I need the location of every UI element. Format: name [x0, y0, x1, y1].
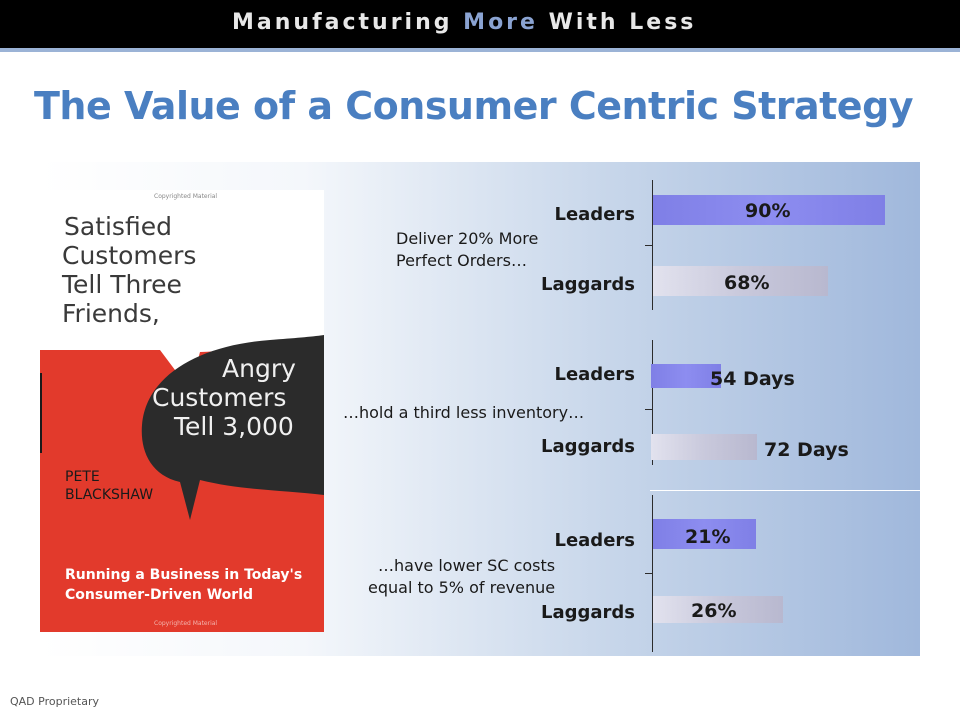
book-line-3: Tell Three — [62, 270, 182, 299]
header-accent-line — [0, 48, 960, 52]
group-2-leaders-bar — [651, 364, 721, 388]
group-3-note-line-1: …have lower SC costs — [378, 556, 556, 575]
group-1-leaders-bar — [653, 195, 885, 225]
group-1-note-line-2: Perfect Orders… — [396, 251, 527, 270]
group-3-leaders-bar — [653, 519, 756, 549]
group-1-laggards-value: 68% — [724, 272, 770, 294]
white-speech-bubble — [40, 190, 324, 390]
book-line-1: Satisfied — [64, 212, 172, 241]
group-1-laggards-label: Laggards — [540, 274, 635, 295]
book-subtitle-line-1: Running a Business in Today's — [65, 567, 303, 583]
group-2-laggards-bar — [651, 434, 757, 460]
group-1-leaders-label: Leaders — [554, 204, 635, 225]
group-1-tick — [645, 245, 652, 246]
book-line-4: Friends, — [62, 299, 160, 328]
black-speech-bubble — [141, 335, 324, 520]
group-2-leaders-value: 54 Days — [710, 368, 795, 390]
brand-title: Manufacturing More With Less — [232, 10, 697, 35]
group-1-laggards-bar — [653, 266, 828, 296]
book-author-last: BLACKSHAW — [65, 487, 154, 503]
group-3-tick — [645, 573, 652, 574]
book-line-6: Customers — [152, 383, 287, 412]
copyright-notice-top: Copyrighted Material — [154, 193, 218, 200]
footer-proprietary: QAD Proprietary — [10, 695, 100, 708]
group-2-laggards-label: Laggards — [540, 436, 635, 457]
group-3-laggards-label: Laggards — [540, 602, 635, 623]
group-3-leaders-label: Leaders — [554, 530, 635, 551]
group-divider — [650, 490, 920, 491]
group-2-axis — [652, 340, 653, 465]
book-cover-image: Copyrighted Material Satisfied Customers… — [40, 190, 324, 632]
header-bar: Manufacturing More With Less — [0, 0, 960, 52]
book-line-5: Angry — [222, 354, 296, 383]
group-2-note: …hold a third less inventory… — [343, 403, 585, 422]
copyright-notice-bottom: Copyrighted Material — [154, 620, 218, 627]
speech-bubbles — [40, 190, 324, 520]
slide-title: The Value of a Consumer Centric Strategy — [34, 84, 914, 128]
book-line-7: Tell 3,000 — [174, 412, 294, 441]
group-2-laggards-value: 72 Days — [764, 439, 849, 461]
book-subtitle-line-2: Consumer-Driven World — [65, 587, 254, 603]
group-2-leaders-label: Leaders — [554, 364, 635, 385]
book-author-first: PETE — [65, 469, 100, 485]
group-3-axis — [652, 495, 653, 652]
group-1-axis — [652, 180, 653, 310]
group-3-leaders-value: 21% — [685, 526, 731, 548]
group-3-note-line-2: equal to 5% of revenue — [368, 578, 556, 597]
group-1-note-line-1: Deliver 20% More — [396, 229, 539, 248]
group-2-tick — [645, 409, 652, 410]
group-1-leaders-value: 90% — [745, 200, 791, 222]
group-3-laggards-bar — [653, 596, 783, 623]
book-line-2: Customers — [62, 241, 197, 270]
group-3-laggards-value: 26% — [691, 600, 737, 622]
